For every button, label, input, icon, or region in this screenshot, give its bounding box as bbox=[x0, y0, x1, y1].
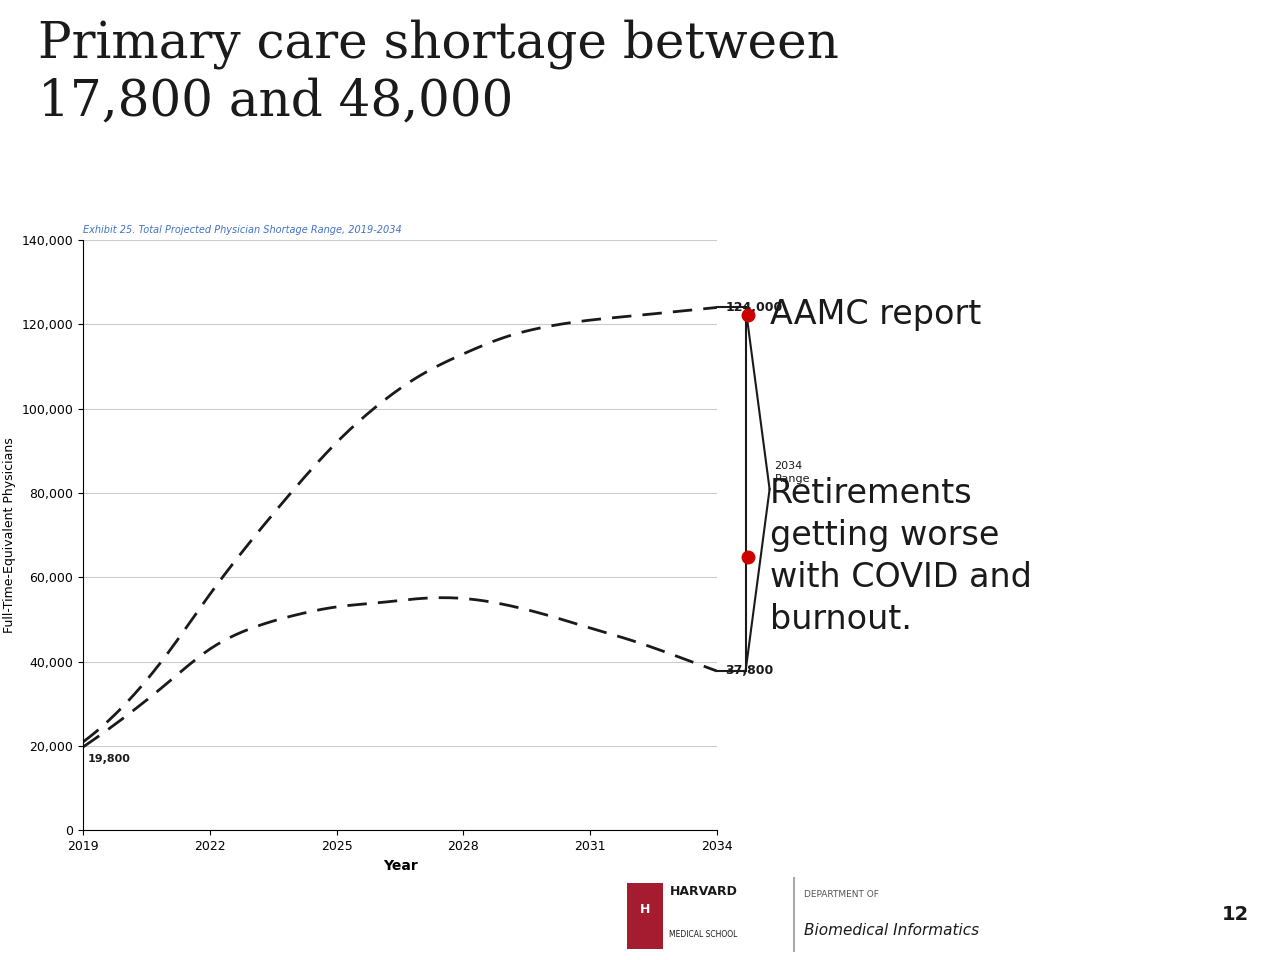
Text: Retirements
getting worse
with COVID and
burnout.: Retirements getting worse with COVID and… bbox=[771, 477, 1032, 636]
Text: Exhibit 25. Total Projected Physician Shortage Range, 2019-2034: Exhibit 25. Total Projected Physician Sh… bbox=[83, 226, 402, 235]
Text: 2034
Range: 2034 Range bbox=[774, 461, 810, 484]
Y-axis label: Full-Time-Equivalent Physicians: Full-Time-Equivalent Physicians bbox=[3, 438, 17, 633]
Text: 12: 12 bbox=[1221, 905, 1249, 924]
X-axis label: Year: Year bbox=[383, 858, 417, 873]
Text: HARVARD: HARVARD bbox=[669, 885, 737, 899]
Bar bbox=[627, 883, 663, 949]
Text: 19,800: 19,800 bbox=[87, 755, 131, 764]
Text: AAMC report: AAMC report bbox=[771, 299, 982, 331]
Text: Primary care shortage between
17,800 and 48,000: Primary care shortage between 17,800 and… bbox=[38, 19, 840, 127]
Text: MEDICAL SCHOOL: MEDICAL SCHOOL bbox=[669, 930, 737, 939]
Text: 37,800: 37,800 bbox=[726, 664, 773, 678]
Text: 124,000: 124,000 bbox=[726, 301, 782, 314]
Text: DEPARTMENT OF: DEPARTMENT OF bbox=[804, 890, 878, 899]
Text: Biomedical Informatics: Biomedical Informatics bbox=[804, 924, 979, 938]
Text: H: H bbox=[640, 903, 650, 917]
